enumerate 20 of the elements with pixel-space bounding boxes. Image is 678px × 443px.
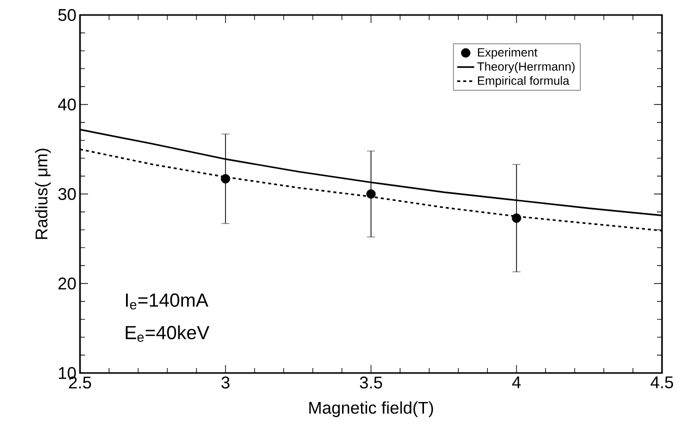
x-tick-label: 3.5 xyxy=(360,376,382,389)
y-axis-title: Radius( μm) xyxy=(35,148,51,239)
legend-label: Empirical formula xyxy=(478,76,570,88)
legend-label: Theory(Herrmann) xyxy=(477,62,575,74)
point xyxy=(366,189,376,199)
x-tick-label: 4 xyxy=(512,376,521,388)
y-tick-label: 10 xyxy=(58,367,76,379)
x-tick-label: 2.5 xyxy=(69,376,92,389)
x-tick-label: 4.5 xyxy=(650,376,674,388)
y-tick-label: 20 xyxy=(58,278,76,290)
annotation: I$_{e}$=140mA xyxy=(126,293,208,310)
y-tick-label: 30 xyxy=(58,188,76,200)
legend-label: Experiment xyxy=(478,48,538,59)
annotation: E$_{e}$=40keV xyxy=(126,325,210,342)
point xyxy=(220,174,230,184)
point xyxy=(512,213,522,223)
y-tick-label: 40 xyxy=(58,98,76,110)
x-axis-title: Magnetic field(T) xyxy=(309,401,433,418)
x-tick-label: 3 xyxy=(221,376,230,389)
y-tick-label: 50 xyxy=(58,9,76,21)
